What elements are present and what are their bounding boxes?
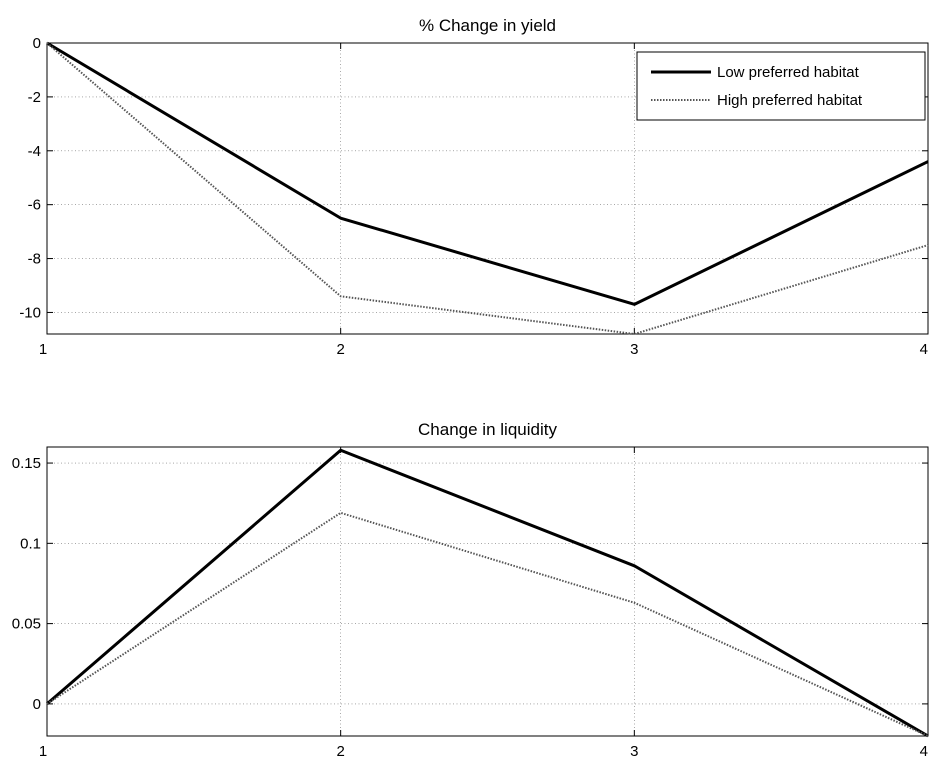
y-tick-label: -10 <box>19 304 41 321</box>
y-tick-label: -8 <box>28 251 41 268</box>
x-tick-label: 1 <box>39 341 47 358</box>
legend-box <box>636 51 926 121</box>
y-tick-label: 0.15 <box>12 455 41 472</box>
y-tick-label: 0.1 <box>20 535 41 552</box>
plot-frame <box>46 42 929 335</box>
series-line-low-preferred-habitat <box>46 448 929 738</box>
y-tick-label: 0.05 <box>12 616 41 633</box>
x-tick-label: 3 <box>630 341 638 358</box>
y-tick-label: 0 <box>33 696 41 713</box>
chart-title: Change in liquidity <box>418 420 557 439</box>
y-tick-label: 0 <box>33 35 41 52</box>
legend-label: Low preferred habitat <box>717 64 860 81</box>
chart-1: % Change in yield 1 2 3 4 0 -2 -4 -6 -8 -10 Low pre… <box>19 16 929 358</box>
x-tick-label: 3 <box>630 743 638 760</box>
chart-2: Change in liquidity 1 2 3 4 0.15 0.1 0.05 0 <box>12 420 929 760</box>
series-line-high-preferred-habitat <box>46 42 929 335</box>
y-tick-label: -2 <box>28 89 41 106</box>
legend: Low preferred habitat High preferred habi… <box>636 51 926 121</box>
y-tick-label: -4 <box>28 143 41 160</box>
plot-frame <box>46 446 929 737</box>
x-tick-label: 4 <box>920 743 928 760</box>
x-tick-label: 4 <box>920 341 928 358</box>
x-tick-label: 1 <box>39 743 47 760</box>
series-line-high-preferred-habitat <box>46 511 929 737</box>
chart-title: % Change in yield <box>419 16 556 35</box>
series-line-low-preferred-habitat <box>46 41 929 306</box>
x-tick-label: 2 <box>336 743 344 760</box>
legend-label: High preferred habitat <box>717 92 863 109</box>
y-tick-label: -6 <box>28 197 41 214</box>
x-tick-label: 2 <box>336 341 344 358</box>
